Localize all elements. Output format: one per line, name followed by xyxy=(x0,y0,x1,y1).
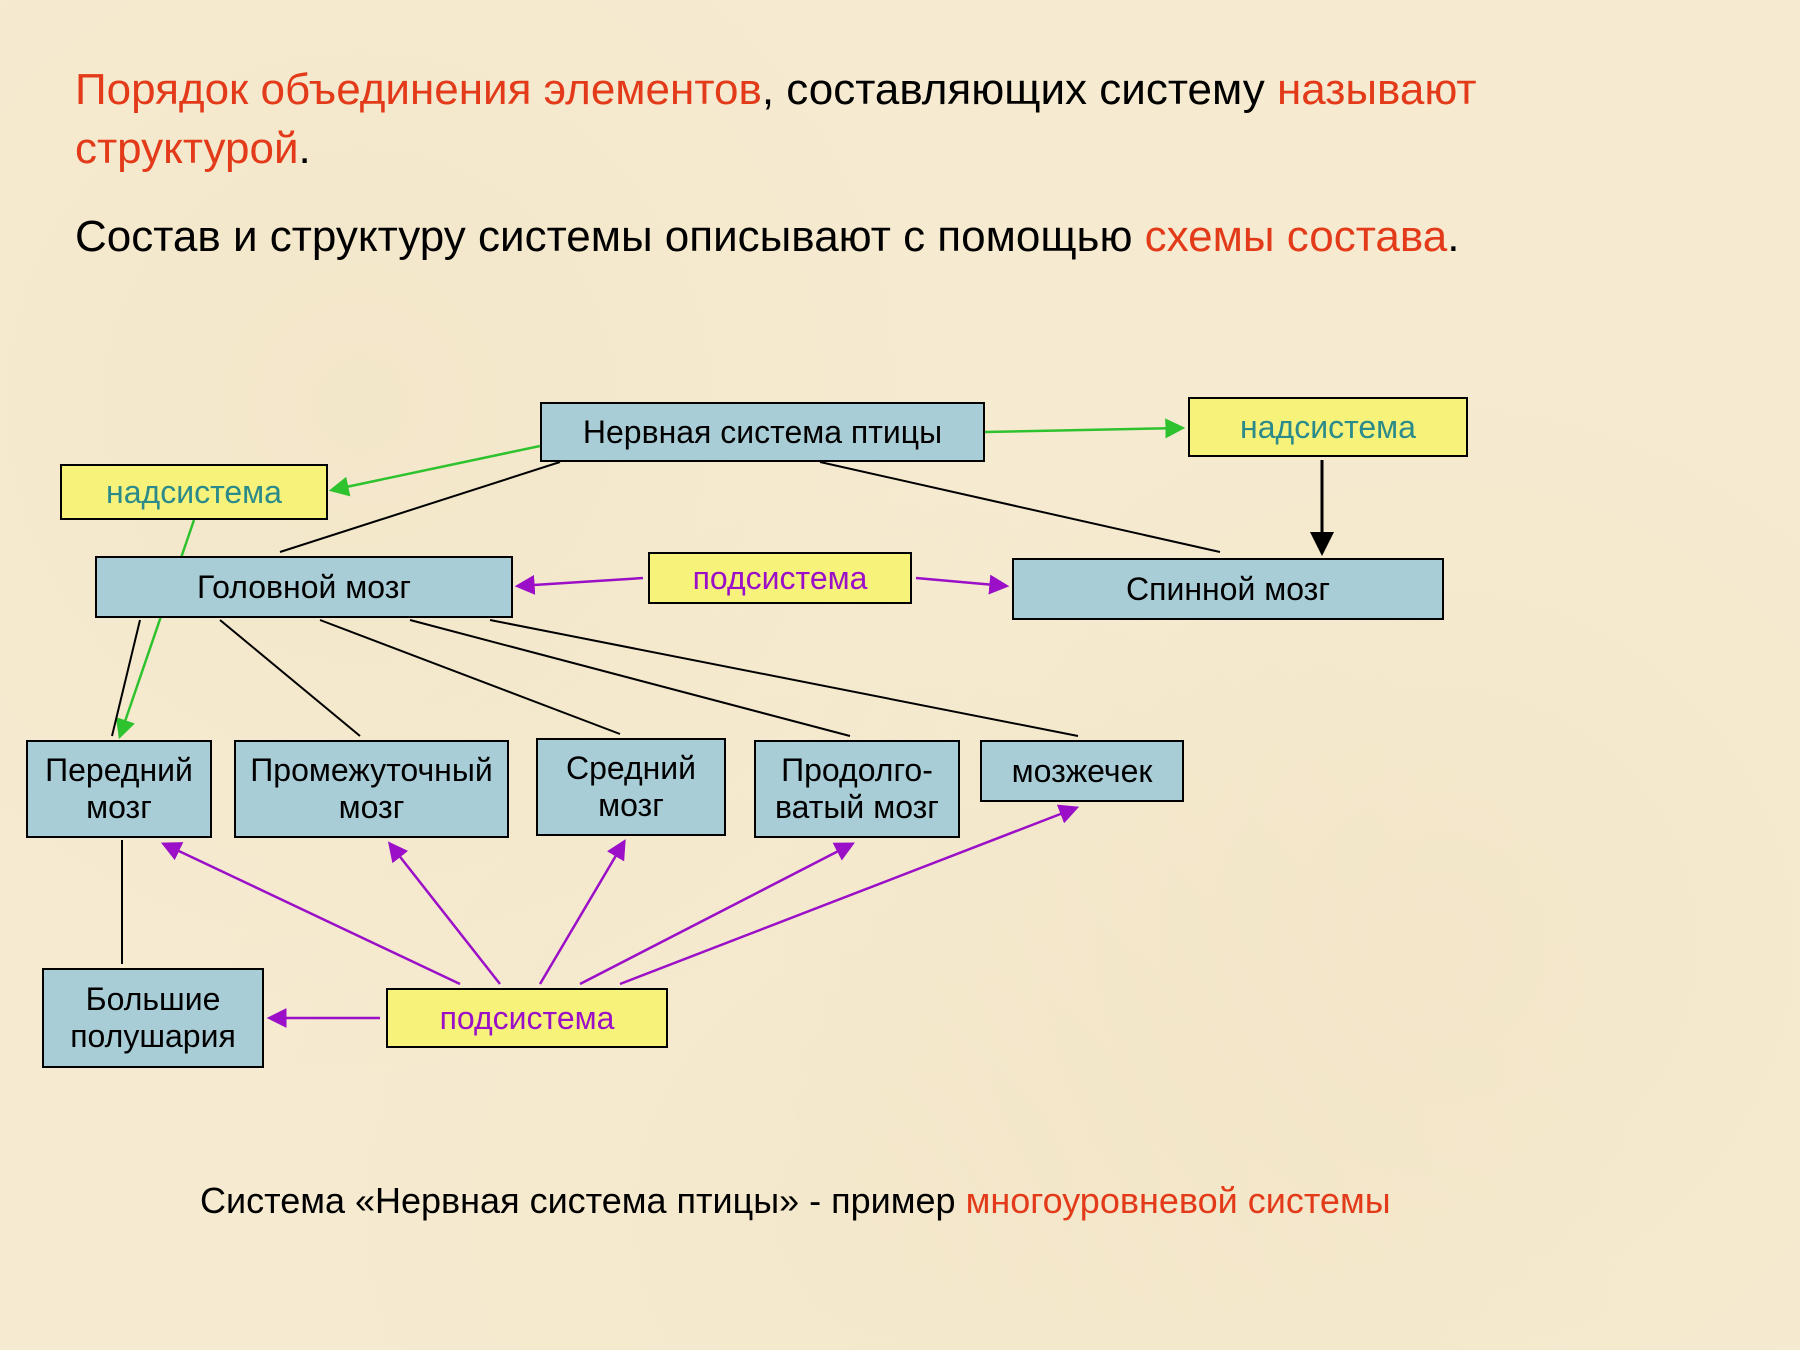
node-label-spinal: Спинной мозг xyxy=(1126,571,1330,608)
node-medulla: Продолго-ватый мозг xyxy=(754,740,960,838)
node-label-pod_bottom: подсистема xyxy=(440,1000,615,1037)
node-label-inter: Промежуточныймозг xyxy=(250,752,492,826)
node-nad_left: надсистема xyxy=(60,464,328,520)
node-label-nad_right: надсистема xyxy=(1240,409,1416,446)
node-hemis: Большиеполушария xyxy=(42,968,264,1068)
node-label-root: Нервная система птицы xyxy=(583,414,942,451)
heading-text: Порядок объединения элементов, составляю… xyxy=(75,60,1675,266)
node-root: Нервная система птицы xyxy=(540,402,985,462)
node-inter: Промежуточныймозг xyxy=(234,740,509,838)
node-label-pod_mid: подсистема xyxy=(693,560,868,597)
node-label-mid: Средниймозг xyxy=(566,750,696,824)
caption-text: Система «Нервная система птицы» - пример… xyxy=(200,1180,1391,1222)
node-label-brain: Головной мозг xyxy=(197,569,411,606)
node-nad_right: надсистема xyxy=(1188,397,1468,457)
node-label-hemis: Большиеполушария xyxy=(70,981,236,1055)
node-pod_mid: подсистема xyxy=(648,552,912,604)
node-front: Передниймозг xyxy=(26,740,212,838)
node-label-cereb: мозжечек xyxy=(1012,753,1153,790)
node-spinal: Спинной мозг xyxy=(1012,558,1444,620)
node-pod_bottom: подсистема xyxy=(386,988,668,1048)
node-label-medulla: Продолго-ватый мозг xyxy=(775,752,939,826)
node-cereb: мозжечек xyxy=(980,740,1184,802)
node-label-front: Передниймозг xyxy=(45,752,193,826)
node-brain: Головной мозг xyxy=(95,556,513,618)
node-label-nad_left: надсистема xyxy=(106,474,282,511)
node-mid: Средниймозг xyxy=(536,738,726,836)
